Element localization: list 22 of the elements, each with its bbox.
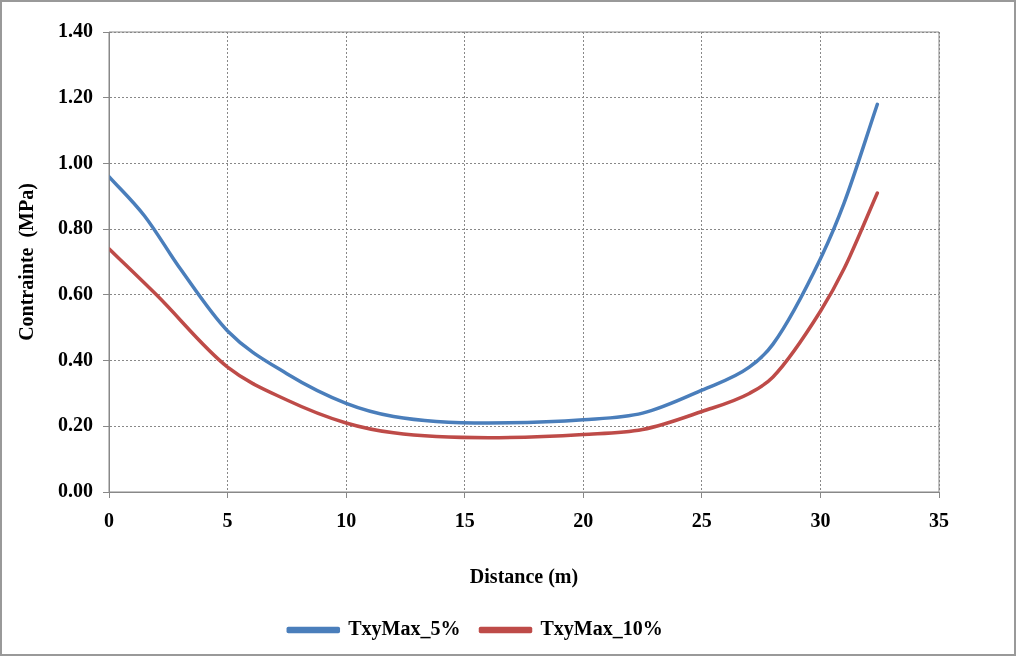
y-tick-label: 1.40 <box>58 19 93 42</box>
y-tick-label: 0.60 <box>58 282 93 305</box>
y-tick-label: 0.80 <box>58 216 93 239</box>
x-axis-title: Distance (m) <box>469 565 579 589</box>
x-tick-label: 15 <box>454 509 475 532</box>
x-tick-label: 25 <box>691 509 712 532</box>
x-tick-label: 20 <box>573 509 594 532</box>
x-tick-label: 10 <box>336 509 357 532</box>
x-tick-label: 5 <box>222 509 233 532</box>
y-tick-label: 1.00 <box>58 150 93 173</box>
y-tick-label: 1.20 <box>58 84 93 107</box>
y-tick-label: 0.40 <box>58 347 93 370</box>
y-tick-label: 0.00 <box>58 479 93 502</box>
x-tick-label: 0 <box>104 509 114 532</box>
legend-label: TxyMax_10% <box>540 617 663 641</box>
x-tick-label: 35 <box>929 509 949 532</box>
y-axis-title: Contrainte (MPa) <box>15 183 39 341</box>
x-tick-label: 30 <box>810 509 831 532</box>
legend-label: TxyMax_5% <box>348 617 461 641</box>
y-tick-label: 0.20 <box>58 413 93 436</box>
line-series <box>109 102 880 425</box>
line-series <box>109 191 880 440</box>
